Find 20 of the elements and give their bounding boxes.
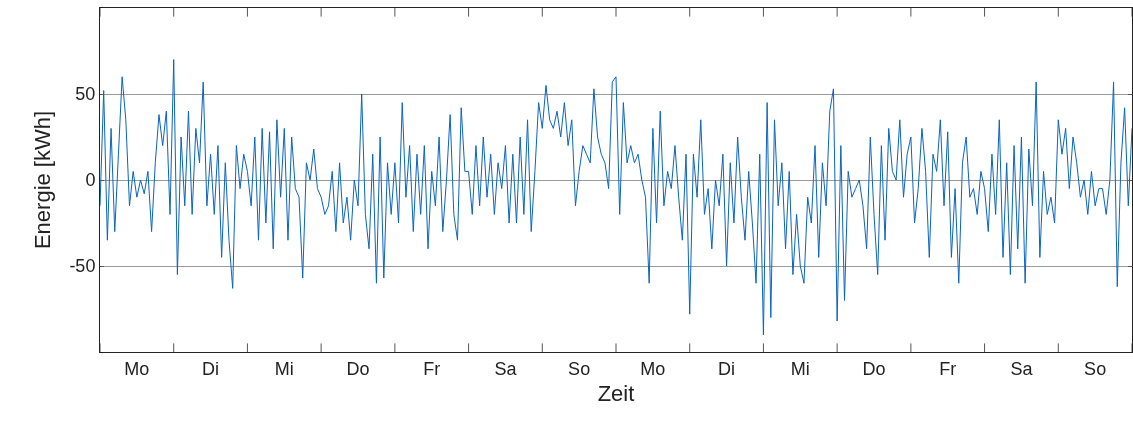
line-series	[100, 59, 1132, 336]
x-tick-label: So	[1084, 358, 1107, 379]
x-tick-label: Mi	[274, 358, 294, 379]
y-tick-label: 50	[75, 84, 96, 105]
y-tick-label: -50	[69, 256, 96, 277]
x-tick-label: Sa	[494, 358, 518, 379]
x-tick-label: Do	[346, 358, 370, 379]
x-tick-label: Sa	[1010, 358, 1034, 379]
x-tick-label: Mo	[640, 358, 666, 379]
x-tick-label: Fr	[939, 358, 957, 379]
x-tick-label: Fr	[423, 358, 441, 379]
y-axis-title: Energie [kWh]	[30, 110, 56, 250]
x-tick-label: Di	[202, 358, 220, 379]
y-tick-label: 0	[85, 170, 96, 191]
x-axis-title: Zeit	[597, 381, 635, 407]
x-tick-label: So	[568, 358, 591, 379]
x-tick-label: Mi	[790, 358, 810, 379]
x-tick-label: Di	[718, 358, 736, 379]
x-tick-label: Mo	[124, 358, 150, 379]
x-tick-label: Do	[862, 358, 886, 379]
